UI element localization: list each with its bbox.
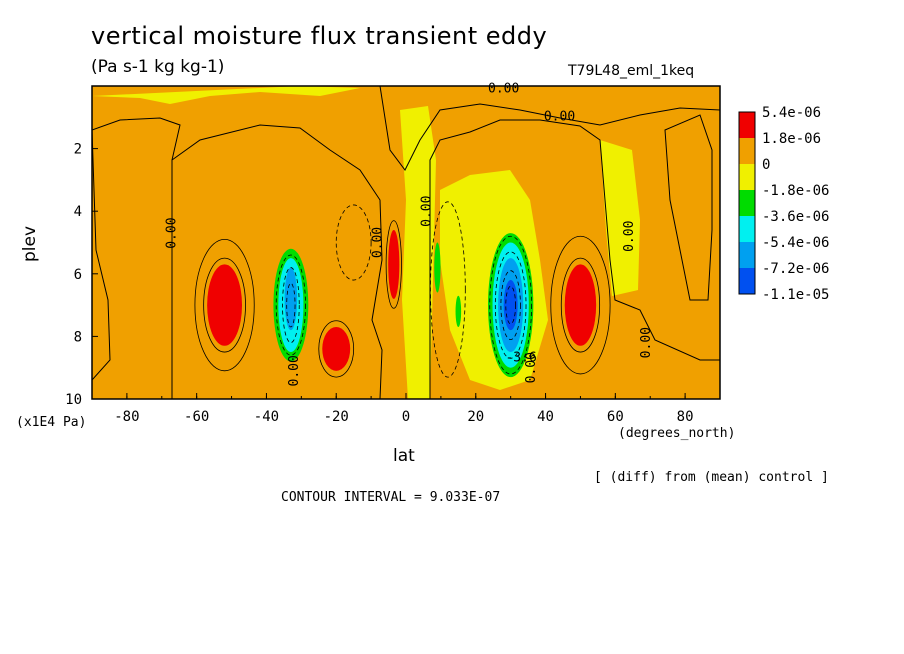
tropical-min-a — [434, 242, 441, 293]
negative-contour-4 — [505, 285, 516, 325]
legend-label: 0 — [762, 157, 770, 173]
contour-label: 0.00 — [524, 352, 539, 383]
x-tick-label: 0 — [402, 409, 410, 425]
negative-contour-5 — [500, 270, 521, 340]
legend-frame — [738, 111, 756, 295]
tropical-min-b — [455, 295, 462, 328]
y-tick-label: 6 — [74, 267, 82, 283]
legend-label: -3.6e-06 — [762, 209, 829, 225]
zero-contour-1 — [171, 124, 383, 399]
legend-label: -5.4e-06 — [762, 235, 829, 251]
x-axis-units: (degrees_north) — [618, 426, 736, 441]
legend-swatch — [739, 242, 755, 268]
contour-label: 0.00 — [165, 217, 180, 248]
negative-contour-6 — [494, 251, 527, 359]
x-axis-label: lat — [393, 446, 415, 466]
contour-label: 0.00 — [622, 221, 637, 252]
negative-contour-1 — [286, 282, 296, 328]
y-tick-label: 8 — [74, 329, 82, 345]
y-tick-label: 2 — [74, 142, 82, 158]
southern-max — [207, 264, 243, 346]
legend-swatch — [739, 164, 755, 190]
contour-label: 0.00 — [639, 327, 654, 358]
contour-label: 0.00 — [544, 109, 575, 124]
legend-label: 5.4e-06 — [762, 105, 821, 121]
legend-label: -1.1e-05 — [762, 287, 829, 303]
negative-contour-9 — [335, 204, 372, 281]
legend-swatch — [739, 190, 755, 216]
contour-labels: 0.000.000.000.000.00 0.000.00 0.000.00-3.6 — [165, 81, 654, 386]
chart-title: vertical moisture flux transient eddy — [91, 22, 548, 50]
x-tick-label: -60 — [184, 409, 209, 425]
contour-interval: CONTOUR INTERVAL = 9.033E-07 — [281, 490, 501, 505]
legend-swatch — [739, 216, 755, 242]
zero-contour-2 — [429, 119, 720, 399]
axes: -80 -60 -40 -20 0 20 40 60 80 2 4 6 8 10 — [65, 142, 721, 425]
contour-label: -3.6 — [505, 350, 536, 365]
color-legend: 5.4e-06 1.8e-06 0 -1.8e-06 -3.6e-06 -5.4e-06 -… — [738, 105, 829, 303]
legend-swatch — [739, 268, 755, 294]
x-tick-label: -20 — [324, 409, 349, 425]
chart-units: (Pa s-1 kg kg-1) — [91, 57, 225, 77]
orange-region-4 — [380, 86, 720, 170]
run-id: T79L48_eml_1keq — [568, 63, 695, 79]
northern-max — [564, 264, 597, 346]
legend-label: -7.2e-06 — [762, 261, 829, 277]
legend-swatch — [739, 138, 755, 164]
contour-label: 0.00 — [287, 355, 302, 386]
x-tick-label: -40 — [254, 409, 279, 425]
negative-contour-2 — [282, 267, 300, 344]
legend-swatch — [739, 112, 755, 138]
x-tick-label: 40 — [537, 409, 554, 425]
equatorial-max — [388, 229, 400, 299]
positive-contour-1 — [203, 257, 246, 353]
y-tick-label: 10 — [65, 392, 82, 408]
orange-region-3 — [92, 118, 180, 399]
y-tick-label: 4 — [74, 204, 82, 220]
zero-contour-5 — [664, 114, 713, 301]
southern-min-inner — [284, 267, 298, 331]
positive-contour-6 — [385, 220, 402, 309]
contour-label: 0.00 — [371, 227, 386, 258]
yellow-channel-equator — [400, 106, 436, 399]
x-tick-label: 60 — [607, 409, 624, 425]
positive-contour-2 — [194, 238, 255, 372]
legend-label: 1.8e-06 — [762, 131, 821, 147]
contour-fill — [92, 86, 720, 399]
contour-label: 0.00 — [488, 81, 519, 96]
zero-contour-4 — [379, 86, 720, 171]
legend-label: -1.8e-06 — [762, 183, 829, 199]
subtropical-south-max — [322, 327, 351, 371]
contour-label: 0.00 — [419, 196, 434, 227]
positive-contour-5 — [550, 235, 611, 375]
x-tick-label: 20 — [467, 409, 484, 425]
negative-contour-7 — [489, 235, 533, 375]
x-tick-label: -80 — [114, 409, 139, 425]
orange-region-1 — [172, 125, 382, 399]
zero-contour-3 — [92, 117, 181, 399]
positive-contour-3 — [318, 320, 355, 378]
y-axis-units: (x1E4 Pa) — [16, 415, 87, 430]
contour-lines — [92, 86, 720, 399]
orange-region-5 — [665, 115, 712, 300]
negative-contour-3 — [275, 254, 306, 356]
x-tick-label: 80 — [677, 409, 694, 425]
positive-contour-4 — [560, 257, 601, 353]
diff-note: [ (diff) from (mean) control ] — [594, 470, 829, 485]
